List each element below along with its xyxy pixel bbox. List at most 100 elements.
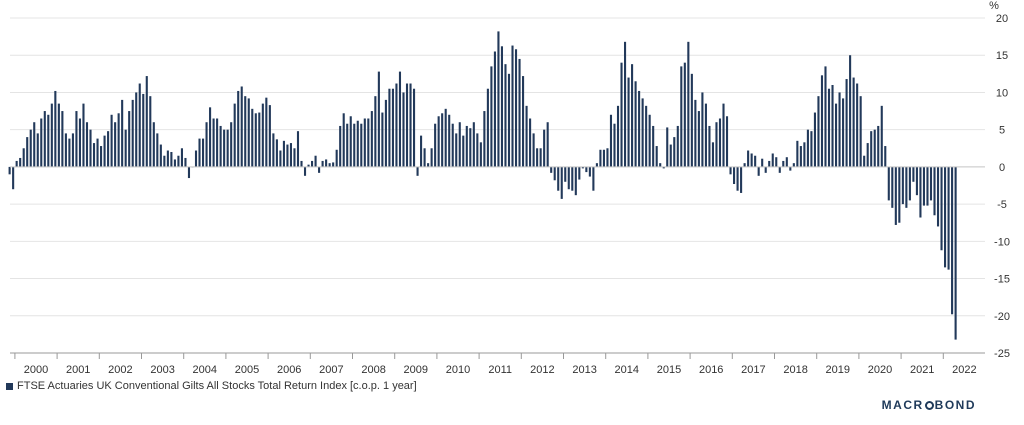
- bar: [314, 155, 317, 167]
- bar: [768, 160, 771, 167]
- bar: [690, 73, 693, 167]
- bar: [230, 122, 233, 167]
- y-tick-label: 0: [999, 162, 1005, 174]
- bar: [68, 138, 71, 167]
- bar: [311, 160, 314, 167]
- bar: [718, 118, 722, 167]
- bar: [511, 45, 514, 167]
- y-tick-label: 15: [996, 50, 1008, 62]
- bar: [543, 129, 546, 167]
- bar: [339, 125, 342, 167]
- x-tick-label: 2003: [150, 364, 174, 376]
- bar: [557, 166, 560, 191]
- bar: [349, 116, 352, 167]
- x-tick-label: 2020: [868, 364, 892, 376]
- bar: [156, 133, 159, 167]
- bar: [609, 114, 613, 167]
- bar: [687, 41, 690, 167]
- x-tick-label: 2013: [572, 364, 596, 376]
- bar: [775, 157, 778, 167]
- bar: [680, 66, 683, 167]
- bar: [870, 131, 873, 167]
- bar: [884, 146, 887, 167]
- bar: [852, 77, 855, 167]
- bar: [838, 92, 841, 167]
- bar: [602, 149, 605, 167]
- bar: [652, 125, 655, 167]
- bar: [553, 166, 556, 181]
- bar: [149, 96, 152, 167]
- bar: [114, 122, 117, 167]
- bar: [335, 149, 338, 167]
- bar: [623, 41, 627, 167]
- bar: [233, 103, 236, 167]
- bar: [518, 58, 521, 167]
- bar: [219, 125, 222, 167]
- bar: [813, 112, 816, 167]
- bar: [578, 166, 581, 180]
- bar: [574, 166, 577, 196]
- brand-suffix: BOND: [934, 398, 976, 412]
- bar: [121, 99, 124, 167]
- bar: [483, 111, 486, 167]
- bar: [504, 64, 507, 167]
- brand-prefix: MACR: [881, 398, 924, 412]
- bar: [307, 164, 310, 167]
- bar: [47, 114, 50, 167]
- bar: [296, 131, 300, 167]
- bar: [887, 166, 890, 201]
- bar: [673, 137, 676, 167]
- bar: [631, 64, 634, 167]
- bar: [50, 103, 53, 167]
- x-tick-label: 2004: [193, 364, 217, 376]
- bar: [834, 103, 838, 167]
- bar: [711, 142, 715, 167]
- bar: [360, 123, 363, 167]
- bar: [585, 166, 588, 173]
- bar: [152, 122, 155, 167]
- bar: [391, 88, 394, 167]
- bar: [159, 144, 162, 167]
- bar: [757, 166, 760, 176]
- brand-o-icon: [924, 401, 934, 410]
- bar: [54, 90, 57, 167]
- bar: [19, 157, 22, 167]
- bar: [237, 90, 240, 167]
- bar: [880, 105, 883, 167]
- bar: [142, 93, 145, 167]
- bar: [792, 163, 795, 167]
- bar: [420, 135, 423, 167]
- bar: [384, 99, 387, 167]
- x-tick-label: 2019: [826, 364, 850, 376]
- bar: [22, 148, 25, 167]
- bar: [342, 113, 345, 167]
- bar: [173, 159, 176, 167]
- bar: [78, 118, 82, 167]
- bar: [209, 107, 212, 167]
- bar: [216, 118, 219, 167]
- x-tick-label: 2009: [404, 364, 428, 376]
- bar: [247, 98, 250, 167]
- bar: [300, 160, 303, 167]
- bar: [279, 150, 282, 167]
- bar: [254, 113, 257, 167]
- bar: [806, 129, 809, 167]
- bar: [908, 166, 911, 201]
- bar: [205, 122, 208, 167]
- bar: [659, 163, 662, 167]
- bar: [261, 103, 264, 167]
- bar: [303, 166, 307, 176]
- x-tick-label: 2014: [615, 364, 639, 376]
- bar: [268, 105, 271, 167]
- bar: [877, 125, 880, 167]
- bar: [764, 166, 767, 173]
- bar: [662, 166, 665, 169]
- bar: [212, 118, 215, 167]
- bar: [36, 133, 39, 167]
- bar: [740, 166, 743, 193]
- x-tick-label: 2011: [488, 364, 512, 376]
- bar: [395, 83, 398, 167]
- bar: [789, 166, 792, 171]
- bar: [71, 133, 74, 167]
- bar: [332, 162, 335, 167]
